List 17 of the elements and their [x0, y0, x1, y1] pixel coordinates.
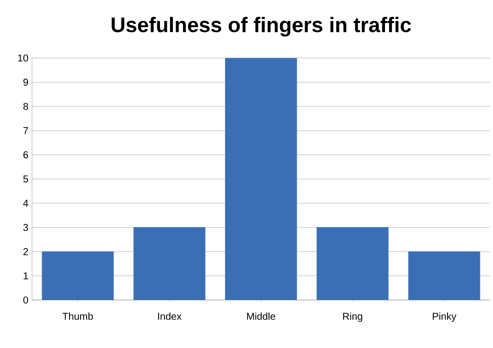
x-tick-label: Thumb: [62, 312, 93, 320]
x-tick-label: Ring: [343, 312, 362, 322]
chart-title: Usefulness of fingers in traffic: [112, 16, 411, 37]
y-tick-label: 10: [18, 54, 28, 62]
y-tick-label: 3: [23, 224, 28, 231]
y-tick-label: 5: [23, 176, 28, 182]
y-tick-label: 6: [23, 151, 28, 158]
x-tick-label: Pinky: [432, 312, 456, 322]
x-tick-label: Index: [158, 312, 182, 320]
x-tick-label: Middle: [247, 312, 276, 320]
y-tick-label: 9: [23, 78, 28, 86]
y-tick-label: 1: [24, 272, 28, 280]
y-tick-label: 8: [23, 102, 28, 110]
y-tick-label: 0: [23, 296, 28, 304]
y-tick-label: 2: [23, 248, 28, 256]
y-tick-label: 7: [23, 127, 28, 134]
y-tick-label: 4: [23, 200, 28, 207]
